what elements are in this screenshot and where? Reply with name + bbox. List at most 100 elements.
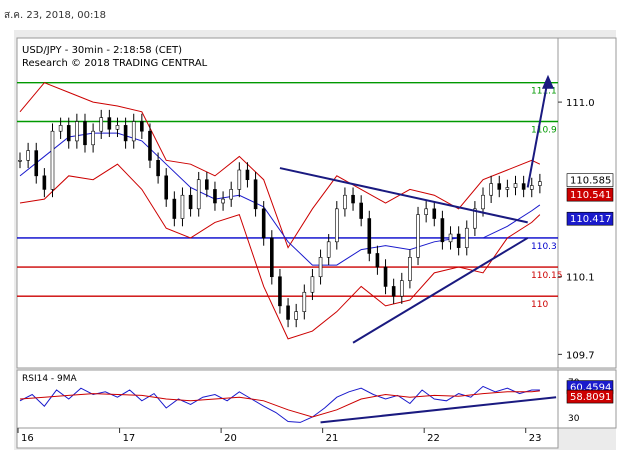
candle-body-64 <box>538 181 542 186</box>
candle-body-43 <box>367 218 372 254</box>
trendlines <box>279 74 554 344</box>
candle-body-45 <box>383 266 388 287</box>
support-resistance-levels: 111.1 110.9 110.3 110.15 110 <box>17 81 563 310</box>
price-tick-label-2: 109.7 <box>566 350 595 361</box>
candle-body-14 <box>131 121 136 142</box>
candle-body-57 <box>481 194 485 210</box>
rsi-title: RSI14 - 9MA <box>22 374 78 384</box>
time-tick-label-0: 16 <box>21 433 34 444</box>
price-tag-label-0: 110.585 <box>570 176 611 187</box>
candle-body-25 <box>221 198 225 204</box>
candle-body-0 <box>18 160 22 162</box>
level-label-0: 111.1 <box>531 87 557 97</box>
candle-body-41 <box>351 194 355 204</box>
candle-body-63 <box>529 185 534 190</box>
price-tick-label-1: 110.1 <box>566 273 595 284</box>
candle-body-16 <box>148 130 152 161</box>
candle-body-18 <box>164 175 169 200</box>
price-tag-label-1: 110.541 <box>570 190 611 201</box>
candle-body-29 <box>253 179 258 210</box>
candle-body-6 <box>66 125 71 142</box>
candle-body-7 <box>75 121 79 142</box>
timestamp: ส.ค. 23, 2018, 00:18 <box>4 10 107 21</box>
rsi-tag-box-1 <box>566 389 614 404</box>
rsi-tag-label-1: 58.8091 <box>570 392 611 403</box>
candle-body-58 <box>489 183 493 196</box>
candle-body-53 <box>448 233 453 243</box>
rsi-series-rsi_ma-1 <box>19 390 540 418</box>
candle-body-31 <box>270 237 274 278</box>
candle-body-60 <box>505 187 510 190</box>
candle-body-15 <box>140 121 144 132</box>
time-axis-ticks: 16 17 20 21 22 23 <box>17 428 541 444</box>
candle-body-61 <box>513 183 518 188</box>
level-label-1: 110.9 <box>531 126 557 136</box>
candle-body-1 <box>26 150 30 161</box>
candle-body-52 <box>440 218 445 243</box>
level-label-4: 110 <box>531 300 548 310</box>
candle-body-5 <box>58 125 63 132</box>
candle-body-13 <box>123 125 128 142</box>
candle-body-49 <box>416 214 420 258</box>
candle-body-39 <box>334 208 339 243</box>
candle-body-26 <box>229 189 233 200</box>
candle-body-21 <box>188 194 193 210</box>
rsi-tag-label-0: 60.4594 <box>570 383 611 394</box>
price-tick-label-0: 111.0 <box>566 98 595 109</box>
time-axis <box>16 427 559 449</box>
candle-body-12 <box>115 125 120 130</box>
candle-body-50 <box>424 208 428 215</box>
candle-body-19 <box>172 198 177 219</box>
time-tick-label-2: 20 <box>224 433 237 444</box>
candle-body-48 <box>408 257 412 281</box>
candle-body-17 <box>156 160 160 177</box>
price-tag-box-2 <box>566 211 614 226</box>
candle-body-46 <box>391 286 396 297</box>
candle-body-54 <box>456 233 461 248</box>
candle-body-62 <box>521 183 526 190</box>
candle-body-35 <box>302 291 307 312</box>
candle-body-34 <box>294 311 298 320</box>
series-bollinger_upper-1 <box>19 82 541 249</box>
date-bar: ส.ค. 23, 2018, 00:18 <box>0 0 618 30</box>
candle-body-2 <box>34 150 39 177</box>
candle-body-20 <box>180 194 185 219</box>
candle-body-59 <box>497 183 502 190</box>
candle-body-4 <box>50 130 55 190</box>
price-tag-box-1 <box>566 187 614 202</box>
rsi-tick-label-1: 30 <box>568 414 580 424</box>
level-label-3: 110.15 <box>531 271 563 281</box>
candle-body-30 <box>261 208 266 239</box>
main-price-axis <box>557 37 617 369</box>
candle-body-51 <box>432 208 437 219</box>
candle-body-40 <box>343 194 347 210</box>
candle-body-22 <box>196 179 201 210</box>
candle-body-28 <box>245 169 250 181</box>
candle-body-3 <box>42 175 47 190</box>
rsi-plot-area <box>16 369 559 429</box>
level-label-2: 110.3 <box>531 242 557 252</box>
chart-subtitle: Research © 2018 TRADING CENTRAL <box>22 58 208 69</box>
series-trendline_rising-5 <box>352 237 529 344</box>
price-tag-label-2: 110.417 <box>570 214 611 225</box>
arrow-head <box>542 74 554 89</box>
candle-body-37 <box>318 257 323 278</box>
price-tag-box-0 <box>566 173 614 187</box>
candle-body-32 <box>278 276 282 307</box>
price-axis-ticks: 111.0 110.1 109.7 <box>558 98 595 361</box>
time-tick-label-3: 21 <box>326 433 339 444</box>
candle-body-55 <box>464 227 469 248</box>
price-tags: 110.585 110.541 110.417 <box>566 173 614 226</box>
rsi-series-trendline-2 <box>320 396 557 424</box>
candle-body-9 <box>91 130 95 146</box>
candles <box>18 109 542 328</box>
candle-body-10 <box>99 117 104 132</box>
candle-body-36 <box>310 276 315 293</box>
candle-body-38 <box>326 241 331 258</box>
series-trendline_falling-4 <box>279 167 528 224</box>
candle-body-42 <box>359 202 363 219</box>
candle-body-24 <box>213 189 217 204</box>
series-projection_arrow-6 <box>526 78 549 188</box>
candle-body-8 <box>83 121 87 146</box>
